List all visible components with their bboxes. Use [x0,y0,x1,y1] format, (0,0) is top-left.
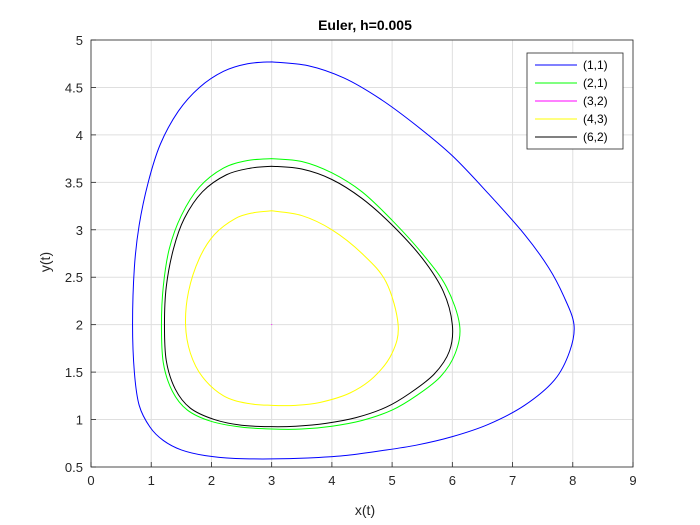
axes-box [90,39,634,468]
series-line-0 [132,61,575,460]
series-layer [132,61,575,460]
x-tick-label: 0 [87,473,94,488]
chart-title: Euler, h=0.005 [318,17,412,33]
x-tick-label: 3 [268,473,275,488]
y-tick-label: 0.5 [65,460,83,475]
x-tick-label: 2 [208,473,215,488]
x-tick-label: 5 [388,473,395,488]
legend-label: (6,2) [583,130,608,144]
x-tick-label: 8 [569,473,576,488]
x-tick-label: 6 [449,473,456,488]
y-tick-label: 3 [76,223,83,238]
x-axis-label: x(t) [355,502,375,518]
series-line-4 [163,165,454,428]
y-tick-label: 1 [76,413,83,428]
legend-label: (1,1) [583,58,608,72]
x-tick-label: 9 [629,473,636,488]
series-line-3 [184,210,399,407]
x-tick-label: 4 [328,473,335,488]
y-axis-label: y(t) [37,252,53,272]
y-tick-label: 3.5 [65,175,83,190]
x-tick-label: 1 [148,473,155,488]
x-tick-label: 7 [509,473,516,488]
legend-label: (4,3) [583,112,608,126]
y-tick-label: 2 [76,318,83,333]
ticks: 0 1 2 3 4 5 6 7 8 9 0.5 1 1.5 2 2.5 3 3.5 4 4.5 5 [65,33,637,488]
y-tick-label: 4 [76,128,83,143]
series-line-1 [160,158,461,430]
legend-label: (2,1) [583,76,608,90]
legend-label: (3,2) [583,94,608,108]
legend: (1,1) (2,1) (3,2) (4,3) (6,2) [526,52,624,150]
y-tick-label: 4.5 [65,80,83,95]
y-tick-label: 1.5 [65,365,83,380]
y-tick-label: 5 [76,33,83,48]
y-tick-label: 2.5 [65,270,83,285]
